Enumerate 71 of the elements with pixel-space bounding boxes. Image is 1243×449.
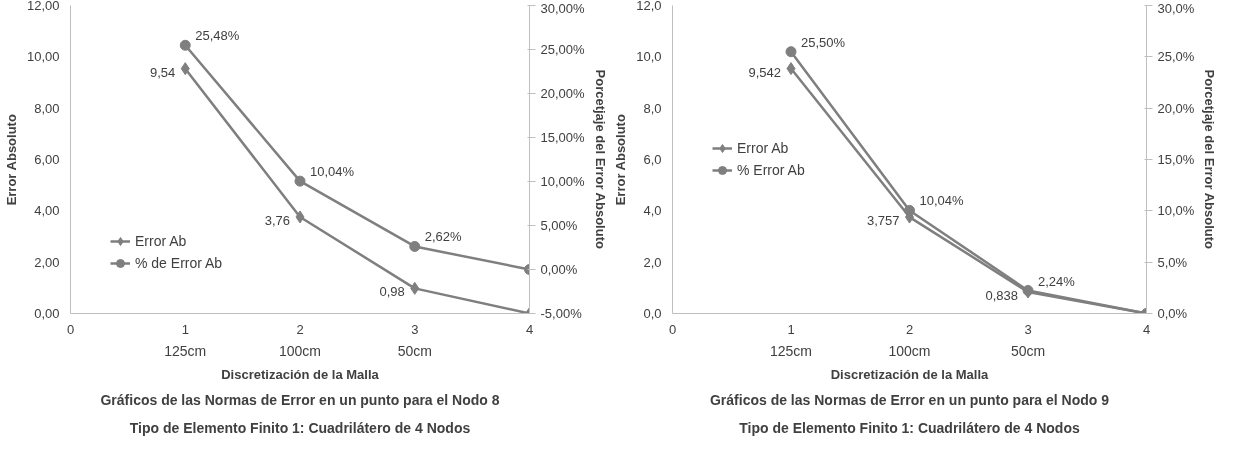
x-axis-title: Discretización de la Malla	[221, 366, 380, 382]
x-tick-label: 4	[525, 321, 534, 337]
x-tick-label: 3	[411, 321, 419, 337]
data-label: 9,54	[149, 64, 176, 80]
text: 125cm	[164, 342, 207, 359]
data-label: 25,50%	[801, 34, 846, 50]
y-tick-label: 12,00	[26, 0, 60, 13]
x-tick-label: 1	[787, 321, 795, 337]
data-label: 3,76	[264, 212, 291, 228]
y2-tick-label: 30,00%	[540, 0, 586, 16]
text: 125cm	[769, 342, 813, 359]
y-axis-title: Error Absoluto	[3, 114, 19, 206]
y-tick-label: 12,0	[636, 0, 662, 13]
y-tick-label: 4,0	[643, 203, 662, 219]
legend-label: % Error Ab	[737, 162, 805, 178]
data-label: 9,542	[748, 64, 782, 80]
x-tick-label: 0	[66, 321, 75, 337]
y-tick-label: 8,0	[643, 100, 662, 116]
legend-label: Error Ab	[737, 140, 789, 156]
y2-tick-label: 10,00%	[540, 174, 586, 189]
x-tick-label: 3	[1024, 321, 1032, 337]
data-label: 0,98	[379, 284, 405, 300]
text: Gráficos de las Normas de Error en un punto para el Nodo 9	[709, 391, 1110, 408]
y2-tick-label: 15,00%	[540, 130, 586, 145]
x-tick-label: 4	[1142, 321, 1151, 337]
y-tick-label: 10,00	[26, 49, 60, 65]
x-tick-label: 2	[905, 321, 914, 337]
text: Tipo de Elemento Finito 1: Cuadrilátero de 4 Nodos	[739, 419, 1080, 436]
y-tick-label: 8,00	[34, 100, 60, 116]
data-label: 2,62%	[424, 229, 463, 245]
text: Gráficos de las Normas de Error en un punto para el Nodo 8	[100, 391, 500, 408]
data-label: 10,04%	[310, 164, 355, 180]
text: 50cm	[1010, 342, 1046, 359]
data-label: 25,48%	[195, 28, 240, 44]
y-tick-label: 2,0	[643, 254, 662, 270]
legend-label: % de Error Ab	[135, 255, 223, 271]
text: 100cm	[278, 342, 322, 359]
x-tick-label: 1	[181, 321, 189, 337]
data-label: 3,757	[866, 213, 900, 229]
text: 100cm	[888, 342, 931, 359]
y2-tick-label: 0,0%	[1157, 306, 1188, 321]
y-tick-label: 6,00	[34, 152, 60, 167]
y2-tick-label: 30,0%	[1157, 0, 1195, 16]
data-label: 10,04%	[919, 193, 965, 209]
data-label: 2,24%	[1038, 273, 1076, 289]
y2-tick-label: 10,0%	[1157, 203, 1195, 219]
y-tick-label: 0,0	[643, 306, 662, 321]
y2-tick-label: 5,00%	[540, 218, 578, 233]
y2-tick-label: 25,00%	[540, 42, 586, 57]
y-tick-label: 10,0	[636, 49, 662, 65]
x-tick-label: 0	[668, 321, 677, 337]
y2-tick-label: 0,00%	[540, 262, 578, 277]
y-axis-title: Error Absoluto	[613, 114, 629, 206]
y2-tick-label: 20,00%	[540, 86, 586, 101]
text: 50cm	[397, 342, 432, 359]
y2-tick-label: 15,0%	[1157, 152, 1195, 167]
y2-tick-label: 20,0%	[1157, 100, 1195, 116]
text: Tipo de Elemento Finito 1: Cuadrilátero de 4 Nodos	[129, 419, 471, 436]
data-label: 0,838	[985, 287, 1019, 303]
y-tick-label: 4,00	[34, 203, 60, 219]
x-axis-title: Discretización de la Malla	[830, 366, 990, 382]
y2-axis-title: Porcetjaje del Error Absoluto	[592, 69, 608, 250]
y-tick-label: 6,0	[643, 152, 662, 167]
y2-tick-label: 25,0%	[1157, 49, 1195, 65]
legend-label: Error Ab	[135, 233, 187, 249]
y-tick-label: 0,00	[34, 306, 60, 321]
y2-axis-title: Porcetjaje del Error Absoluto	[1202, 69, 1218, 250]
y2-tick-label: -5,00%	[540, 306, 583, 321]
y-tick-label: 2,00	[34, 254, 60, 270]
x-tick-label: 2	[296, 321, 304, 337]
y2-tick-label: 5,0%	[1157, 254, 1188, 270]
